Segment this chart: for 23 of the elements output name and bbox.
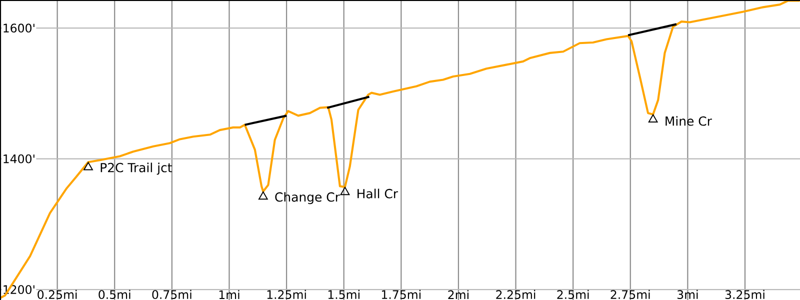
annotation: Hall Cr [358, 188, 398, 198]
point [84, 162, 93, 170]
x-tick-label: 1.5mi [328, 290, 360, 300]
point [258, 191, 268, 200]
point [648, 114, 658, 123]
x-tick-label: 0.75mi [152, 290, 192, 300]
point [340, 186, 350, 196]
x-tick-label: 2.25mi [496, 290, 536, 300]
x-tick-label: 2.5mi [557, 290, 589, 300]
y-tick-label: 1400' [4, 154, 34, 164]
x-tick-label: 1.75mi [382, 290, 420, 300]
annotation: Mine Cr [666, 116, 712, 126]
x-tick-label: 3mi [677, 290, 698, 300]
x-tick-label: 1mi [219, 290, 240, 300]
annotation: P2C Trail jct [100, 162, 172, 175]
x-tick-label: 1.25mi [267, 290, 306, 300]
x-tick-label: 2mi [448, 290, 468, 300]
x-tick-label: 0.5mi [98, 290, 130, 300]
x-tick-label: 2.75mi [610, 290, 650, 300]
x-tick-label: 3.25mi [725, 290, 764, 300]
annotation: Change Cr [275, 192, 340, 204]
y-tick-label: 1600' [4, 24, 34, 33]
x-tick-label: 0.25mi [38, 290, 77, 300]
